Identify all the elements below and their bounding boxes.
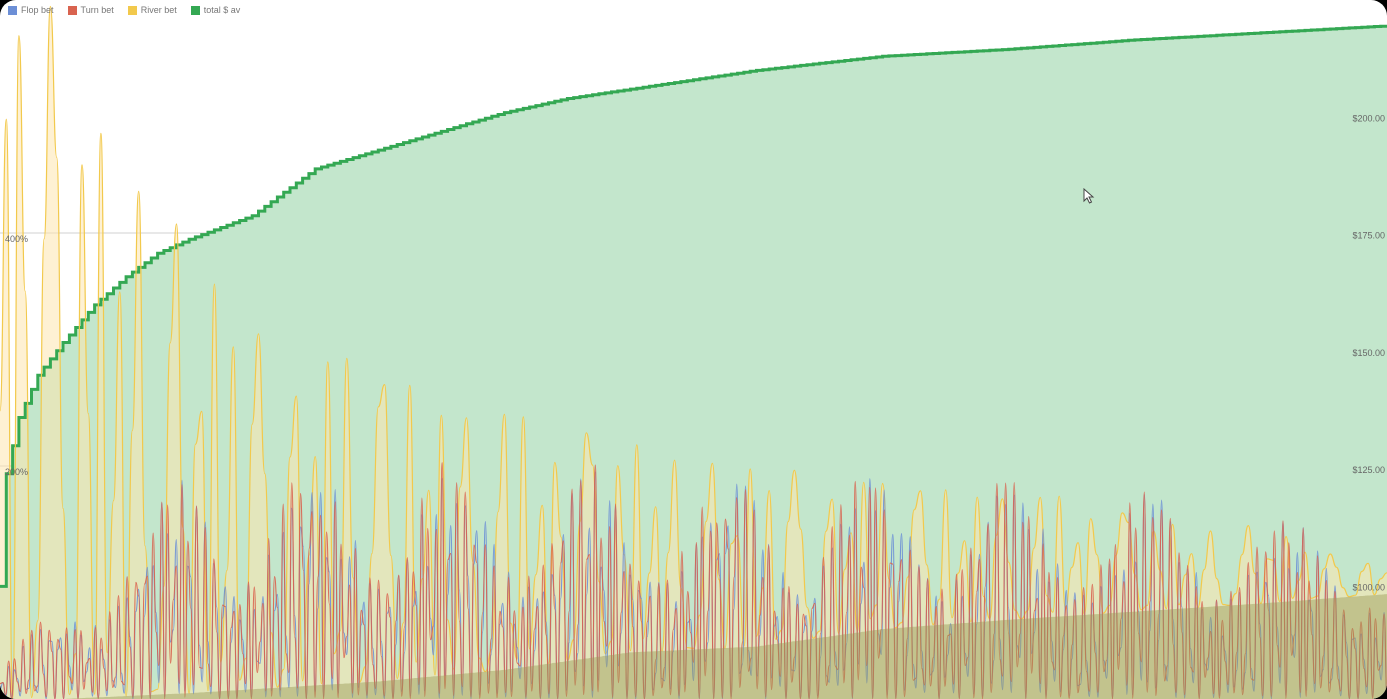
left-tick-label: 400%	[5, 234, 28, 244]
legend-label-total: total $ av	[203, 5, 241, 15]
right-tick-label: $175.00	[1352, 231, 1385, 241]
river-floor	[0, 594, 1387, 699]
total-area	[0, 25, 1387, 699]
left-tick-label: 200%	[5, 467, 28, 477]
right-axis-ticks: $100.00 $125.00 $150.00 $175.00 $200.00	[1352, 113, 1385, 592]
legend-swatch-turn	[67, 5, 77, 15]
legend-item-flop[interactable]: Flop bet	[8, 5, 54, 15]
legend-swatch-total	[190, 5, 200, 15]
mouse-pointer-icon	[1083, 188, 1095, 204]
turn-line	[0, 462, 1387, 699]
legend-swatch-flop	[8, 5, 17, 15]
right-tick-label: $100.00	[1352, 582, 1385, 592]
right-tick-label: $150.00	[1352, 348, 1385, 358]
legend-item-river[interactable]: River bet	[127, 5, 177, 15]
left-axis-ticks: 200% 400%	[5, 234, 28, 477]
right-tick-label: $200.00	[1352, 113, 1385, 123]
legend-label-turn: Turn bet	[80, 5, 114, 15]
total-series-layer	[0, 25, 1387, 699]
chart-legend: Flop bet Turn bet River bet total $ av	[8, 5, 240, 15]
legend-item-total[interactable]: total $ av	[190, 5, 241, 15]
river-area	[0, 6, 1387, 699]
legend-label-river: River bet	[140, 5, 177, 15]
legend-swatch-river	[127, 5, 137, 15]
legend-item-turn[interactable]: Turn bet	[67, 5, 114, 15]
legend-label-flop: Flop bet	[21, 5, 54, 15]
total-line	[0, 24, 1387, 588]
right-tick-label: $125.00	[1352, 465, 1385, 475]
line-series-layer	[0, 462, 1387, 699]
